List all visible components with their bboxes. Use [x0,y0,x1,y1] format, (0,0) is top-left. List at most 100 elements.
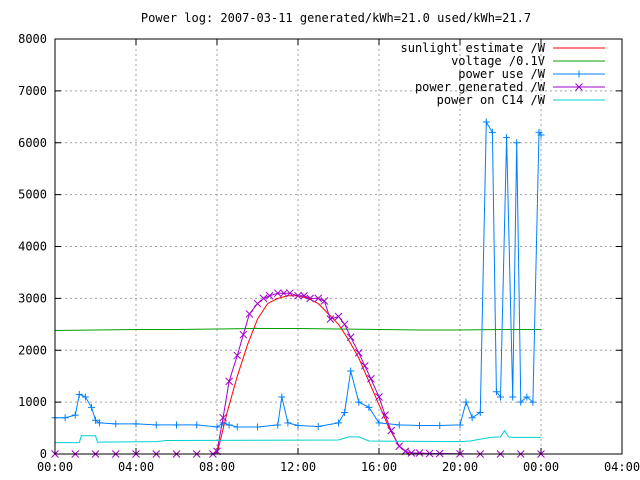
data-point [279,289,288,298]
data-point [96,419,104,427]
x-tick-label: 16:00 [361,460,397,474]
data-point [425,449,434,458]
data-point [259,294,268,303]
data-point [395,442,404,451]
legend-label: power use /W [458,67,545,81]
series-2 [54,328,541,331]
plot-frame [54,38,623,455]
data-point [284,419,292,427]
data-point [468,414,476,422]
series-line [55,429,541,444]
data-point [365,403,373,411]
grid [55,39,622,454]
data-point [193,421,201,429]
data-point [334,312,343,321]
series-line [216,295,410,455]
y-tick-label: 6000 [18,136,47,150]
data-point [488,128,496,136]
y-tick-label: 0 [40,447,47,461]
x-tick-label: 04:00 [118,460,154,474]
x-tick-label: 12:00 [280,460,316,474]
legend-label: power generated /W [415,80,546,94]
data-point [294,291,302,300]
data-point [132,420,140,428]
x-axis-ticks: 00:00 04:00 08:00 12:00 16:00 20:00 00:00 04:00 [37,39,640,474]
data-point [462,398,470,406]
data-point [517,398,525,406]
y-tick-label: 8000 [18,32,47,46]
data-point [503,134,511,142]
data-point [219,413,227,422]
y-tick-label: 2000 [18,343,47,357]
x-tick-label: 00:00 [523,460,559,474]
y-tick-label: 1000 [18,395,47,409]
data-point [306,294,315,303]
data-point [456,421,464,429]
data-point [575,83,583,91]
data-point [513,139,521,147]
data-point [335,419,342,427]
data-point [253,299,262,308]
x-tick-label: 08:00 [199,460,235,474]
data-point [71,411,79,419]
legend-label: voltage /0.1V [451,54,545,68]
data-point [375,393,383,401]
data-point [213,423,221,431]
y-tick-label: 7000 [18,84,47,98]
data-point [416,421,423,429]
data-point [415,449,424,457]
legend-label: sunlight estimate /W [401,41,546,55]
x-tick-label: 00:00 [37,460,73,474]
data-point [245,310,254,318]
legend-label: power on C14 /W [437,93,546,107]
series-3 [51,118,545,431]
series-1 [216,295,410,455]
data-point [112,420,120,428]
data-point [537,131,545,139]
data-point [239,330,248,339]
x-tick-label: 04:00 [604,460,640,474]
data-point [354,348,363,357]
data-point [75,390,83,398]
y-tick-label: 4000 [18,240,47,254]
data-point [286,289,294,298]
data-point [314,423,322,431]
data-point [152,421,160,429]
x-tick-label: 20:00 [442,460,478,474]
data-point [233,423,241,431]
data-point [92,416,99,424]
data-point [300,291,308,300]
data-point [81,393,89,401]
data-point [381,411,389,419]
data-point [265,291,274,300]
data-point [395,421,403,429]
data-point [407,449,416,457]
data-point [529,398,537,406]
data-point [225,377,234,386]
data-point [61,414,69,422]
data-point [435,449,444,458]
data-point [294,421,302,429]
data-point [575,70,583,78]
data-point [341,409,349,416]
series-line [54,328,541,331]
data-point [476,409,484,416]
data-point [360,361,369,370]
data-point [387,426,396,435]
data-point [523,393,531,401]
data-point [254,423,261,431]
y-axis-ticks: 0 1000 2000 3000 4000 5000 6000 7000 8000 [18,32,622,461]
data-point [367,374,375,383]
data-point [355,398,363,406]
y-tick-label: 3000 [18,291,47,305]
data-point [233,351,242,360]
data-point [509,393,517,401]
data-point [314,294,323,303]
chart-title: Power log: 2007-03-11 generated/kWh=21.0… [141,11,531,25]
data-point [436,421,444,429]
data-point [278,393,286,401]
data-point [497,393,504,401]
data-point [274,421,282,429]
